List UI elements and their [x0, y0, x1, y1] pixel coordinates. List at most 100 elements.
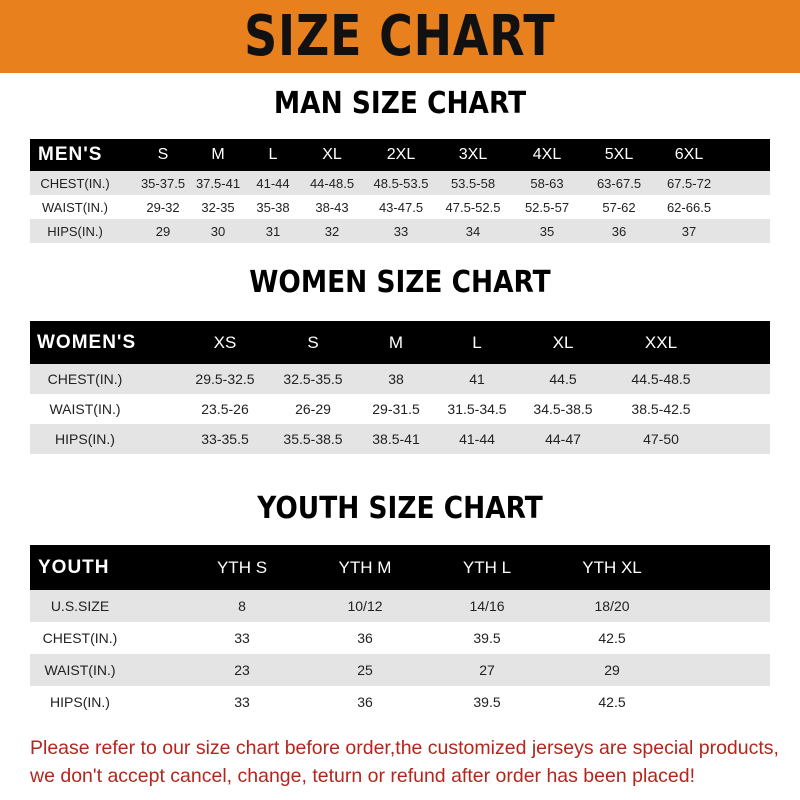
men-size-table: MEN'S S M L XL 2XL 3XL 4XL 5XL 6XL CHEST(IN.) 35-37… — [30, 139, 770, 243]
size-column-header: S — [157, 146, 169, 163]
measurement-value: 34.5-38.5 — [533, 401, 593, 417]
size-column-header: M — [388, 332, 404, 352]
measurement-value: 35-38 — [256, 199, 290, 215]
size-column-header: S — [307, 332, 319, 352]
measurement-label: HIPS(IN.) — [50, 694, 110, 710]
size-column-header: 6XL — [674, 146, 704, 163]
table-row: CHEST(IN.) 33 36 39.5 42.5 — [30, 622, 770, 654]
size-column-header: 3XL — [458, 146, 488, 163]
measurement-label: WAIST(IN.) — [49, 401, 121, 417]
measurement-value: 29-32 — [146, 199, 180, 215]
measurement-value: 32.5-35.5 — [283, 371, 343, 387]
measurement-label: CHEST(IN.) — [40, 175, 110, 191]
measurement-label: HIPS(IN.) — [47, 223, 103, 239]
size-column-header: 4XL — [532, 146, 562, 163]
measurement-value: 33 — [393, 223, 409, 239]
size-column-header: XS — [213, 332, 237, 352]
measurement-label: U.S.SIZE — [50, 598, 110, 614]
measurement-value: 33 — [234, 630, 250, 646]
size-column-header: YTH S — [216, 557, 268, 577]
notice-line-1: Please refer to our size chart before or… — [30, 737, 779, 759]
table-row: WAIST(IN.) 23.5-26 26-29 29-31.5 31.5-34.5 34… — [30, 394, 770, 424]
order-notice: Please refer to our size chart before or… — [30, 734, 790, 790]
measurement-value: 32-35 — [201, 199, 235, 215]
measurement-value: 42.5 — [598, 694, 626, 710]
size-column-header: XL — [552, 332, 574, 352]
size-column-header: YTH M — [338, 557, 392, 577]
measurement-value: 44-48.5 — [309, 175, 355, 191]
measurement-value: 36 — [611, 223, 627, 239]
notice-line-2: we don't accept cancel, change, teturn o… — [30, 765, 695, 787]
measurement-value: 34 — [465, 223, 481, 239]
measurement-value: 39.5 — [473, 630, 501, 646]
measurement-value: 23.5-26 — [201, 401, 249, 417]
measurement-value: 29.5-32.5 — [195, 371, 255, 387]
size-column-header: YTH L — [462, 557, 512, 577]
measurement-value: 53.5-58 — [450, 175, 496, 191]
size-column-header: L — [268, 146, 278, 163]
measurement-value: 67.5-72 — [666, 175, 712, 191]
measurement-value: 31.5-34.5 — [447, 401, 507, 417]
table-corner-label: MEN'S — [38, 144, 103, 165]
table-header-row: MEN'S S M L XL 2XL 3XL 4XL 5XL 6XL — [30, 139, 770, 171]
measurement-value: 25 — [357, 662, 373, 678]
measurement-value: 33-35.5 — [201, 431, 249, 447]
table-row: CHEST(IN.) 35-37.5 37.5-41 41-44 44-48.5 48.5… — [30, 171, 770, 195]
measurement-value: 35 — [539, 223, 555, 239]
measurement-value: 48.5-53.5 — [373, 175, 429, 191]
measurement-value: 23 — [234, 662, 250, 678]
measurement-value: 63-67.5 — [596, 175, 642, 191]
measurement-value: 14/16 — [469, 598, 505, 614]
size-column-header: 5XL — [604, 146, 634, 163]
measurement-value: 35-37.5 — [140, 175, 186, 191]
measurement-value: 44.5-48.5 — [631, 371, 691, 387]
table-header-row: YOUTH YTH S YTH M YTH L YTH XL — [30, 545, 770, 590]
measurement-value: 47.5-52.5 — [445, 199, 501, 215]
youth-size-table: YOUTH YTH S YTH M YTH L YTH XL U.S.SIZE 8 10/12… — [30, 545, 770, 718]
measurement-value: 26-29 — [295, 401, 331, 417]
measurement-value: 41 — [469, 371, 485, 387]
measurement-value: 37.5-41 — [195, 175, 241, 191]
measurement-value: 42.5 — [598, 630, 626, 646]
measurement-value: 39.5 — [473, 694, 501, 710]
measurement-value: 47-50 — [643, 431, 679, 447]
measurement-value: 37 — [681, 223, 697, 239]
measurement-value: 38.5-41 — [372, 431, 420, 447]
table-row: WAIST(IN.) 29-32 32-35 35-38 38-43 43-47.5 47.… — [30, 195, 770, 219]
measurement-value: 38-43 — [315, 199, 349, 215]
measurement-value: 52.5-57 — [524, 199, 570, 215]
measurement-value: 44.5 — [549, 371, 577, 387]
measurement-value: 38 — [388, 371, 404, 387]
table-row: U.S.SIZE 8 10/12 14/16 18/20 — [30, 590, 770, 622]
size-column-header: YTH XL — [582, 557, 642, 577]
measurement-value: 41-44 — [459, 431, 495, 447]
measurement-value: 27 — [479, 662, 495, 678]
table-corner-label: YOUTH — [38, 556, 110, 578]
table-corner-label: WOMEN'S — [37, 331, 137, 353]
table-row: HIPS(IN.) 33 36 39.5 42.5 — [30, 686, 770, 718]
banner-title: SIZE CHART — [244, 4, 556, 69]
table-row: HIPS(IN.) 33-35.5 35.5-38.5 38.5-41 41-44 44-… — [30, 424, 770, 454]
measurement-value: 44-47 — [545, 431, 581, 447]
measurement-value: 62-66.5 — [666, 199, 712, 215]
measurement-value: 18/20 — [594, 598, 630, 614]
measurement-value: 35.5-38.5 — [283, 431, 343, 447]
size-column-header: 2XL — [386, 146, 416, 163]
size-chart-banner: SIZE CHART — [0, 0, 800, 73]
measurement-value: 36 — [357, 630, 373, 646]
measurement-value: 38.5-42.5 — [631, 401, 691, 417]
measurement-value: 29-31.5 — [372, 401, 420, 417]
measurement-value: 43-47.5 — [378, 199, 424, 215]
table-row: HIPS(IN.) 29 30 31 32 33 34 35 36 37 — [30, 219, 770, 243]
women-size-table: WOMEN'S XS S M L XL XXL CHEST(IN.) 29.5-32.5 32.5… — [30, 321, 770, 454]
measurement-value: 32 — [324, 223, 340, 239]
measurement-value: 8 — [238, 598, 246, 614]
table-row: WAIST(IN.) 23 25 27 29 — [30, 654, 770, 686]
measurement-value: 31 — [265, 223, 281, 239]
table-header-row: WOMEN'S XS S M L XL XXL — [30, 321, 770, 364]
measurement-label: WAIST(IN.) — [44, 662, 116, 678]
measurement-value: 57-62 — [602, 199, 636, 215]
measurement-value: 30 — [210, 223, 226, 239]
size-column-header: XXL — [644, 332, 678, 352]
measurement-label: CHEST(IN.) — [42, 630, 118, 646]
